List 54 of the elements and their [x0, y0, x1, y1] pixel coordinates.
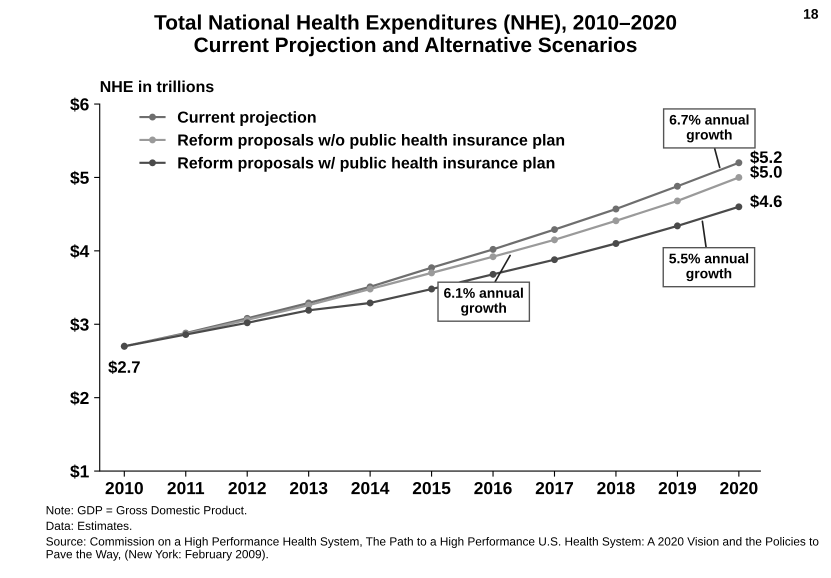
x-tick-label: 2011	[168, 482, 204, 494]
annotation: $4.6	[750, 194, 782, 208]
point	[366, 286, 374, 292]
point	[490, 246, 497, 253]
point	[612, 206, 620, 212]
x-tick-label: 2012	[228, 482, 266, 494]
text: Data: Estimates.	[46, 521, 132, 530]
point	[551, 236, 558, 244]
legend-label: Current projection	[178, 111, 316, 126]
x-tick-label: 2014	[351, 482, 390, 494]
point	[674, 197, 681, 204]
point	[305, 306, 312, 314]
text: Note: GDP = Gross Domestic Product.	[46, 506, 246, 514]
y-axis-title: NHE in trillions	[100, 80, 214, 92]
annotation: $2.7	[108, 360, 140, 374]
x-tick-label: 2010	[106, 482, 143, 494]
x-tick-label: 2018	[597, 482, 635, 494]
point	[551, 256, 558, 264]
point	[674, 182, 681, 190]
annotation: 6.7% annual growth	[670, 114, 748, 142]
annotation: 6.1% annual growth	[444, 288, 523, 316]
point	[244, 319, 251, 326]
point	[735, 174, 742, 181]
point	[612, 240, 620, 247]
x-tick-label: 2017	[536, 482, 574, 494]
point	[490, 253, 497, 260]
annotation: $5.0	[750, 165, 782, 179]
point	[612, 217, 620, 224]
legend-label: Reform proposals w/o public health insurance plan	[178, 134, 564, 149]
y-tick-label: $2	[70, 391, 89, 406]
x-tick-label: 2013	[290, 482, 328, 494]
chart-title: Total National Health Expenditures (NHE), 2010–2020 Current Projection and Alternative Scenarios	[154, 14, 676, 56]
point	[428, 286, 436, 292]
y-tick-label: $3	[70, 318, 89, 332]
y-tick-label: $4	[70, 244, 90, 258]
y-tick-label: $1	[70, 464, 89, 479]
x-tick-label: 2016	[474, 482, 512, 494]
point	[674, 222, 681, 230]
source-note: Source: Commission on a High Performance Health System, The Path to a High Performance U.S. Health System: A 2020 Vision and the Policies to Pave the Way, (New York: February 2009).	[46, 536, 818, 561]
point	[735, 159, 742, 166]
x-tick-label: 2015	[412, 482, 450, 494]
point	[490, 270, 497, 278]
x-tick-label: 2020	[720, 482, 758, 494]
annotation: 5.5% annual growth	[669, 253, 748, 282]
point	[428, 269, 436, 276]
point	[366, 300, 374, 306]
point	[551, 226, 558, 234]
x-tick-label: 2019	[658, 482, 696, 494]
legend-label: Reform proposals w/ public health insurance plan	[178, 156, 554, 172]
y-tick-label: $5	[70, 170, 89, 186]
text: 18	[804, 9, 818, 19]
annotation: $5.2	[750, 150, 782, 164]
point	[735, 203, 742, 210]
y-tick-label: $6	[70, 97, 89, 112]
